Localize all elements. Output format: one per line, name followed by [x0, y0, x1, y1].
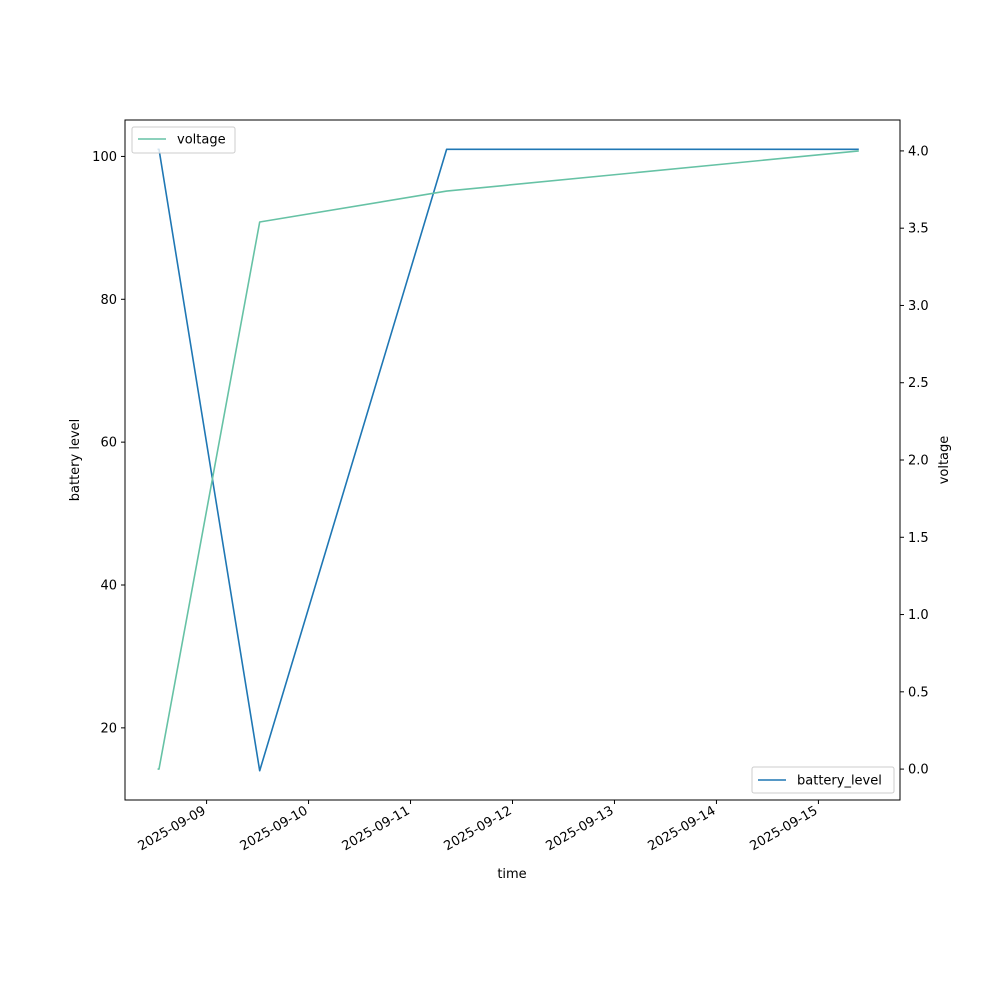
y-right-tick-label: 2.5: [908, 376, 929, 391]
y-right-tick-label: 3.5: [908, 222, 929, 237]
y-right-tick-label: 1.5: [908, 531, 929, 546]
x-axis-label: time: [497, 867, 526, 882]
legend-voltage-label: voltage: [177, 133, 226, 148]
y-right-tick-label: 2.0: [908, 454, 929, 469]
legend-voltage-box: [131, 126, 236, 154]
y-right-tick-label: 3.0: [908, 299, 929, 314]
y-axis-right-label: voltage: [937, 436, 952, 485]
y-right-tick-label: 0.0: [908, 763, 929, 778]
y-left-tick-label: 20: [100, 721, 117, 736]
series-line-voltage: [157, 150, 859, 770]
y-left-tick-label: 40: [100, 579, 117, 594]
y-axis-left: 20 40 60 80 100: [92, 150, 125, 736]
y-right-tick-label: 4.0: [908, 144, 929, 159]
y-axis-right: 0.0 0.5 1.0 1.5 2.0 2.5 3.0 3.5 4.0: [900, 144, 929, 778]
legend-battery-level-label: battery_level: [797, 774, 882, 789]
y-left-tick-label: 100: [92, 150, 117, 165]
legend-voltage: voltage: [131, 126, 236, 154]
y-axis-left-label: battery level: [68, 419, 83, 502]
y-right-tick-label: 0.5: [908, 685, 929, 700]
legend-battery-level: battery_level: [751, 766, 895, 794]
legend-battery-level-box: [751, 766, 895, 794]
y-left-tick-label: 80: [100, 293, 117, 308]
y-left-tick-label: 60: [100, 436, 117, 451]
y-right-tick-label: 1.0: [908, 608, 929, 623]
